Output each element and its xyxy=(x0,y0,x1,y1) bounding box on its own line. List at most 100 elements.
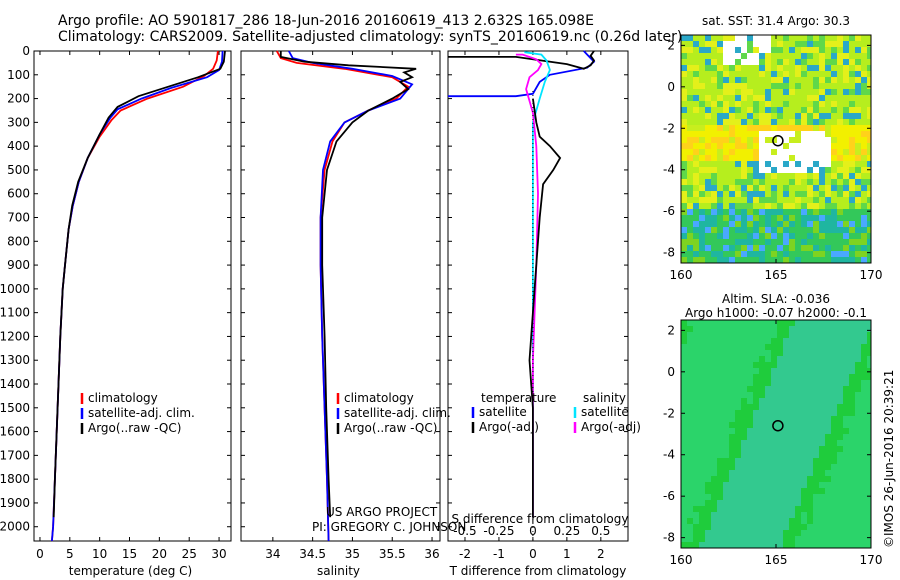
heatmap-cell xyxy=(843,506,849,512)
heatmap-cell xyxy=(831,35,837,41)
heatmap-cell xyxy=(837,536,843,542)
heatmap-cell xyxy=(711,215,717,221)
heatmap-cell xyxy=(867,215,871,221)
heatmap-cell xyxy=(693,125,699,131)
heatmap-cell xyxy=(735,530,741,536)
heatmap-cell xyxy=(735,488,741,494)
heatmap-cell xyxy=(759,227,765,233)
heatmap-cell xyxy=(699,446,705,452)
heatmap-cell xyxy=(699,77,705,83)
heatmap-cell xyxy=(693,410,699,416)
heatmap-cell xyxy=(843,512,849,518)
heatmap-cell xyxy=(735,131,741,137)
difference-plot-frame xyxy=(447,50,629,542)
heatmap-cell xyxy=(783,518,789,524)
heatmap-cell xyxy=(705,245,711,251)
heatmap-cell xyxy=(825,173,831,179)
heatmap-cell xyxy=(843,362,849,368)
heatmap-cell xyxy=(723,440,729,446)
heatmap-cell xyxy=(837,59,843,65)
heatmap-cell xyxy=(741,149,747,155)
heatmap-cell xyxy=(855,113,861,119)
heatmap-cell xyxy=(705,530,711,536)
heatmap-cell xyxy=(705,65,711,71)
heatmap-cell xyxy=(747,161,753,167)
heatmap-cell xyxy=(687,530,693,536)
heatmap-cell xyxy=(819,125,825,131)
heatmap-cell xyxy=(843,173,849,179)
heatmap-cell xyxy=(687,446,693,452)
heatmap-cell xyxy=(783,338,789,344)
heatmap-cell xyxy=(861,446,867,452)
heatmap-cell xyxy=(777,530,783,536)
heatmap-cell xyxy=(717,65,723,71)
heatmap-cell xyxy=(735,542,741,548)
sst-xtick-label: 170 xyxy=(860,268,883,282)
heatmap-cell xyxy=(741,350,747,356)
heatmap-cell xyxy=(705,434,711,440)
heatmap-cell xyxy=(741,125,747,131)
heatmap-cell xyxy=(807,233,813,239)
heatmap-cell xyxy=(825,428,831,434)
heatmap-cell xyxy=(861,89,867,95)
heatmap-cell xyxy=(843,245,849,251)
heatmap-cell xyxy=(777,185,783,191)
sla-xtick-label: 160 xyxy=(670,553,693,567)
sst-argo-location-marker xyxy=(772,134,784,147)
heatmap-cell xyxy=(771,35,777,41)
heatmap-cell xyxy=(735,119,741,125)
depth-tick-label: 2000 xyxy=(0,520,30,534)
heatmap-cell xyxy=(807,452,813,458)
heatmap-cell xyxy=(693,155,699,161)
heatmap-cell xyxy=(819,77,825,83)
heatmap-cell xyxy=(831,185,837,191)
heatmap-cell xyxy=(849,107,855,113)
heatmap-cell xyxy=(825,179,831,185)
heatmap-cell xyxy=(705,422,711,428)
heatmap-cell xyxy=(705,332,711,338)
heatmap-cell xyxy=(819,434,825,440)
heatmap-cell xyxy=(855,59,861,65)
heatmap-cell xyxy=(723,512,729,518)
heatmap-cell xyxy=(789,386,795,392)
heatmap-cell xyxy=(867,530,871,536)
heatmap-cell xyxy=(717,470,723,476)
heatmap-cell xyxy=(705,428,711,434)
heatmap-cell xyxy=(771,422,777,428)
salinity-plot-frame xyxy=(240,50,441,542)
heatmap-cell xyxy=(741,155,747,161)
heatmap-cell xyxy=(867,59,871,65)
heatmap-cell xyxy=(819,53,825,59)
heatmap-cell xyxy=(849,494,855,500)
heatmap-cell xyxy=(747,494,753,500)
heatmap-cell xyxy=(825,434,831,440)
annotation-project: US ARGO PROJECT xyxy=(326,505,438,519)
heatmap-cell xyxy=(807,410,813,416)
heatmap-cell xyxy=(753,482,759,488)
heatmap-cell xyxy=(723,356,729,362)
heatmap-cell xyxy=(771,392,777,398)
heatmap-cell xyxy=(687,350,693,356)
heatmap-cell xyxy=(741,488,747,494)
heatmap-cell xyxy=(699,101,705,107)
heatmap-cell xyxy=(729,89,735,95)
heatmap-cell xyxy=(735,77,741,83)
heatmap-cell xyxy=(747,374,753,380)
heatmap-cell xyxy=(741,440,747,446)
heatmap-cell xyxy=(855,338,861,344)
legend-header-salinity: salinity xyxy=(583,391,626,405)
heatmap-cell xyxy=(765,65,771,71)
heatmap-cell xyxy=(783,410,789,416)
heatmap-cell xyxy=(855,488,861,494)
heatmap-cell xyxy=(759,215,765,221)
heatmap-cell xyxy=(777,239,783,245)
heatmap-cell xyxy=(687,380,693,386)
heatmap-cell xyxy=(753,428,759,434)
heatmap-cell xyxy=(765,326,771,332)
heatmap-cell xyxy=(765,338,771,344)
heatmap-cell xyxy=(801,434,807,440)
heatmap-cell xyxy=(813,332,819,338)
heatmap-cell xyxy=(825,155,831,161)
heatmap-cell xyxy=(759,356,765,362)
heatmap-cell xyxy=(693,446,699,452)
